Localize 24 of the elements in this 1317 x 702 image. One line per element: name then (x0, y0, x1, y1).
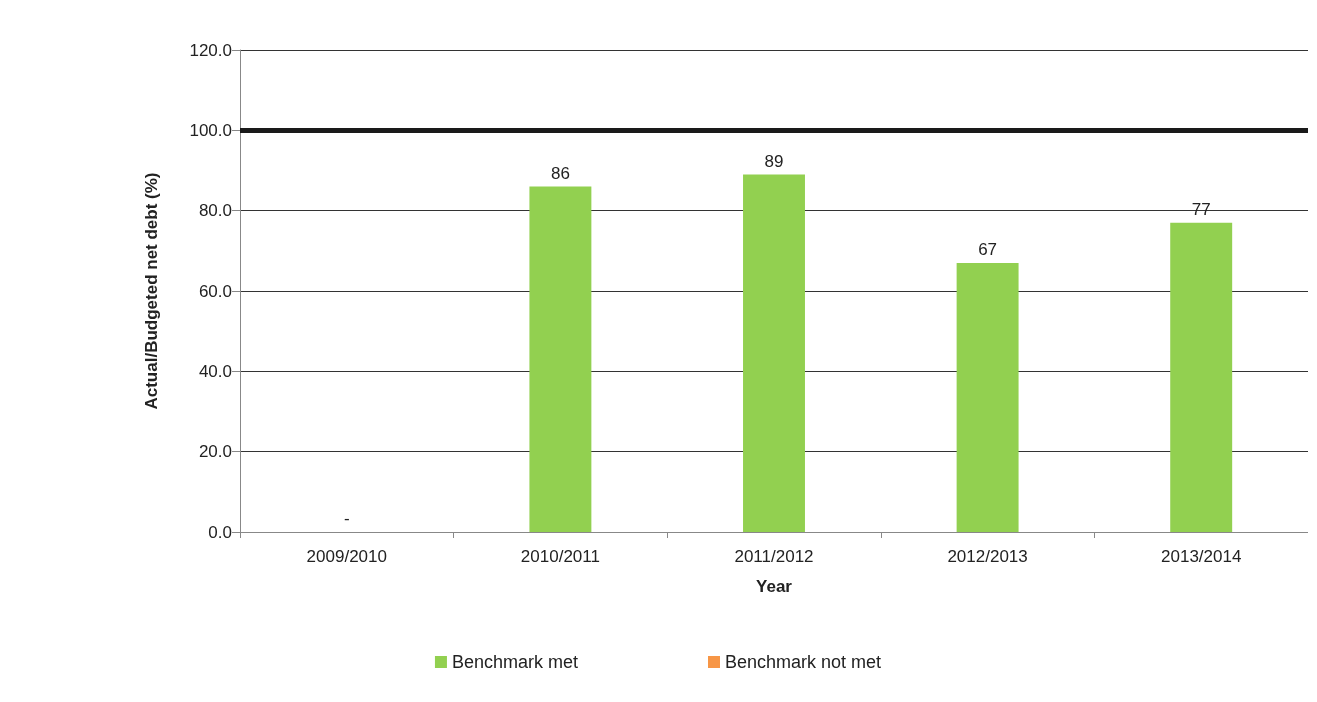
data-label: 67 (978, 239, 998, 259)
y-tick-label: 20.0 (198, 442, 232, 462)
data-label: 86 (550, 163, 570, 183)
data-label: - (343, 509, 350, 528)
data-label: 89 (764, 151, 784, 171)
legend-label: Benchmark met (451, 652, 578, 672)
x-tick-label: 2010/2011 (520, 547, 600, 566)
y-axis-title: Actual/Budgeted net debt (%) (142, 172, 161, 410)
y-tick-label: 120.0 (189, 40, 232, 60)
x-tick-label: 2011/2012 (734, 547, 814, 566)
y-tick-label: 100.0 (189, 120, 232, 140)
y-tick-label: 40.0 (198, 361, 232, 381)
legend-label: Benchmark not met (724, 652, 882, 672)
y-tick-label: 0.0 (208, 522, 232, 542)
bar (956, 262, 1019, 532)
x-tick-label: 2012/2013 (947, 547, 1028, 566)
y-tick-label: 60.0 (198, 281, 232, 301)
x-axis-title: Year (756, 577, 793, 596)
x-tick-label: 2013/2014 (1161, 547, 1242, 566)
bar (1170, 222, 1233, 532)
x-tick-label: 2009/2010 (306, 547, 387, 566)
bar (743, 174, 805, 532)
y-tick-label: 80.0 (198, 201, 232, 221)
bar (529, 186, 592, 532)
